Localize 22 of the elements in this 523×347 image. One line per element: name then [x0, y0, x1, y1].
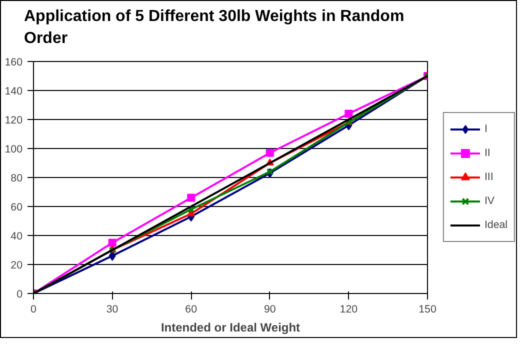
- x-axis-title: Intended or Ideal Weight: [160, 320, 300, 334]
- legend-label: IV: [484, 195, 496, 207]
- legend-label: Ideal: [484, 219, 508, 231]
- x-tick-label: 0: [30, 304, 37, 316]
- legend-label: III: [484, 171, 494, 183]
- x-tick-label: 60: [185, 304, 198, 316]
- y-tick-label: 160: [4, 56, 23, 68]
- y-tick-label: 0: [16, 288, 23, 300]
- y-tick-label: 100: [4, 144, 23, 156]
- chart-title: Application of 5 Different 30lb Weights in Random Order: [24, 7, 406, 49]
- x-tick-label: 120: [340, 304, 358, 316]
- y-tick-label: 80: [10, 172, 23, 184]
- y-tick-label: 20: [10, 260, 23, 272]
- legend-label: I: [484, 123, 488, 135]
- x-tick-label: 90: [264, 304, 276, 316]
- legend-label: II: [484, 147, 492, 159]
- y-tick-label: 140: [4, 86, 23, 98]
- y-tick-label: 120: [4, 114, 23, 126]
- x-tick-label: 150: [418, 304, 436, 316]
- y-tick-label: 40: [10, 230, 23, 242]
- y-tick-label: 60: [10, 202, 23, 214]
- x-tick-label: 30: [106, 304, 118, 316]
